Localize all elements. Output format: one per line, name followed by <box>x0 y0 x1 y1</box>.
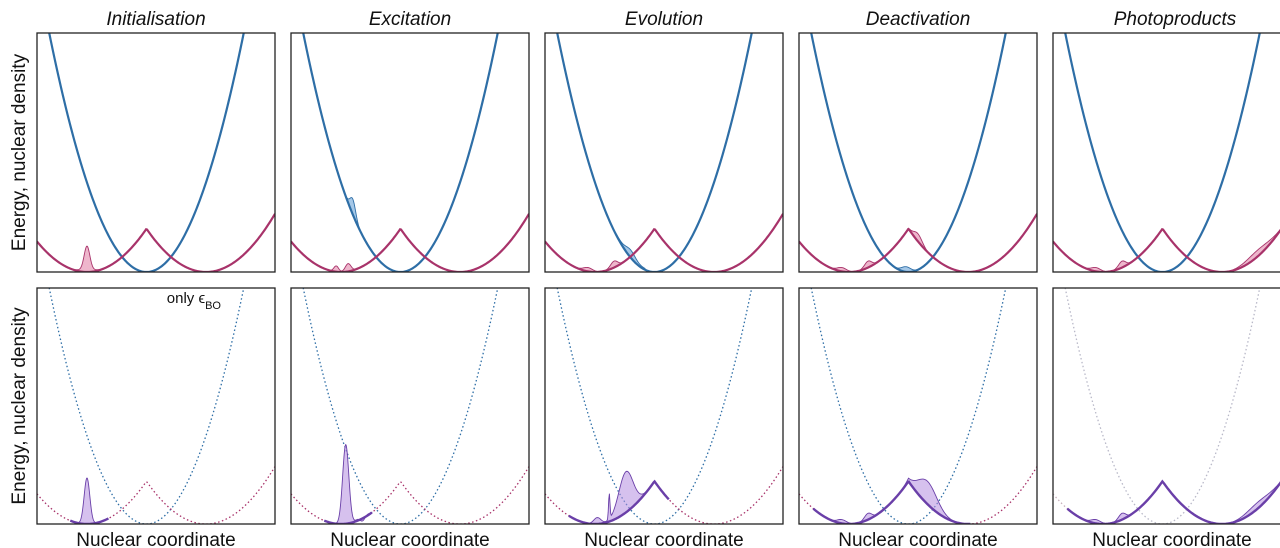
upper-potential-curve <box>810 33 1007 272</box>
lower-potential-curve <box>1053 228 1280 272</box>
effective-potential-curve <box>1066 479 1280 524</box>
panel-frame <box>1052 287 1280 525</box>
effective-potential-curve <box>812 480 971 524</box>
panel-bottom <box>1053 288 1280 524</box>
lower-potential-curve <box>37 213 275 272</box>
column-title: Excitation <box>369 9 451 30</box>
exact-density <box>324 443 373 524</box>
upper-potential-curve <box>48 33 245 272</box>
column-title: Initialisation <box>106 9 205 30</box>
upper-potential-curve <box>302 33 499 272</box>
panel-top <box>291 33 529 272</box>
annotation-only-ebo: only ϵBO <box>167 290 222 312</box>
panel-frame <box>290 287 530 525</box>
lower-potential-dotted <box>37 466 275 524</box>
x-axis-label: Nuclear coordinate <box>330 530 489 548</box>
upper-potential-dotted <box>810 288 1007 524</box>
upper-potential-dotted <box>1064 288 1261 524</box>
annotation-subscript: BO <box>205 300 221 312</box>
panel-top <box>799 33 1037 272</box>
panel-frame <box>1052 32 1280 273</box>
y-axis-label: Energy, nuclear density <box>9 307 30 505</box>
panel-frame <box>544 287 784 525</box>
upper-potential-dotted <box>302 288 499 524</box>
exact-density <box>70 477 109 524</box>
panel-frame <box>544 32 784 273</box>
lower-potential-curve <box>545 213 783 272</box>
panel-bottom <box>37 288 275 524</box>
upper-potential-curve <box>1064 33 1261 272</box>
panel-bottom <box>291 288 529 524</box>
column-title: Photoproducts <box>1114 9 1237 30</box>
panel-top <box>545 33 783 272</box>
x-axis-label: Nuclear coordinate <box>76 530 235 548</box>
column-title: Evolution <box>625 9 703 30</box>
lower-potential-curve <box>291 213 529 272</box>
upper-potential-dotted <box>556 288 753 524</box>
panel-frame <box>36 32 276 273</box>
lower-potential-curve <box>799 213 1037 272</box>
lower-potential-dotted <box>291 466 529 524</box>
lower-state-density <box>812 227 938 272</box>
upper-potential-curve <box>556 33 753 272</box>
column-title: Deactivation <box>866 9 971 30</box>
panel-bottom <box>799 288 1037 524</box>
panel-frame <box>798 287 1038 525</box>
effective-potential-curve <box>568 479 670 524</box>
panel-top <box>37 33 275 272</box>
panel-bottom <box>545 288 783 524</box>
panel-top <box>1053 33 1280 272</box>
upper-potential-dotted <box>48 288 245 524</box>
panel-frame <box>290 32 530 273</box>
panel-frame <box>798 32 1038 273</box>
panel-frame <box>36 287 276 525</box>
x-axis-label: Nuclear coordinate <box>1092 530 1251 548</box>
x-axis-label: Nuclear coordinate <box>584 530 743 548</box>
y-axis-label: Energy, nuclear density <box>9 53 30 251</box>
x-axis-label: Nuclear coordinate <box>838 530 997 548</box>
